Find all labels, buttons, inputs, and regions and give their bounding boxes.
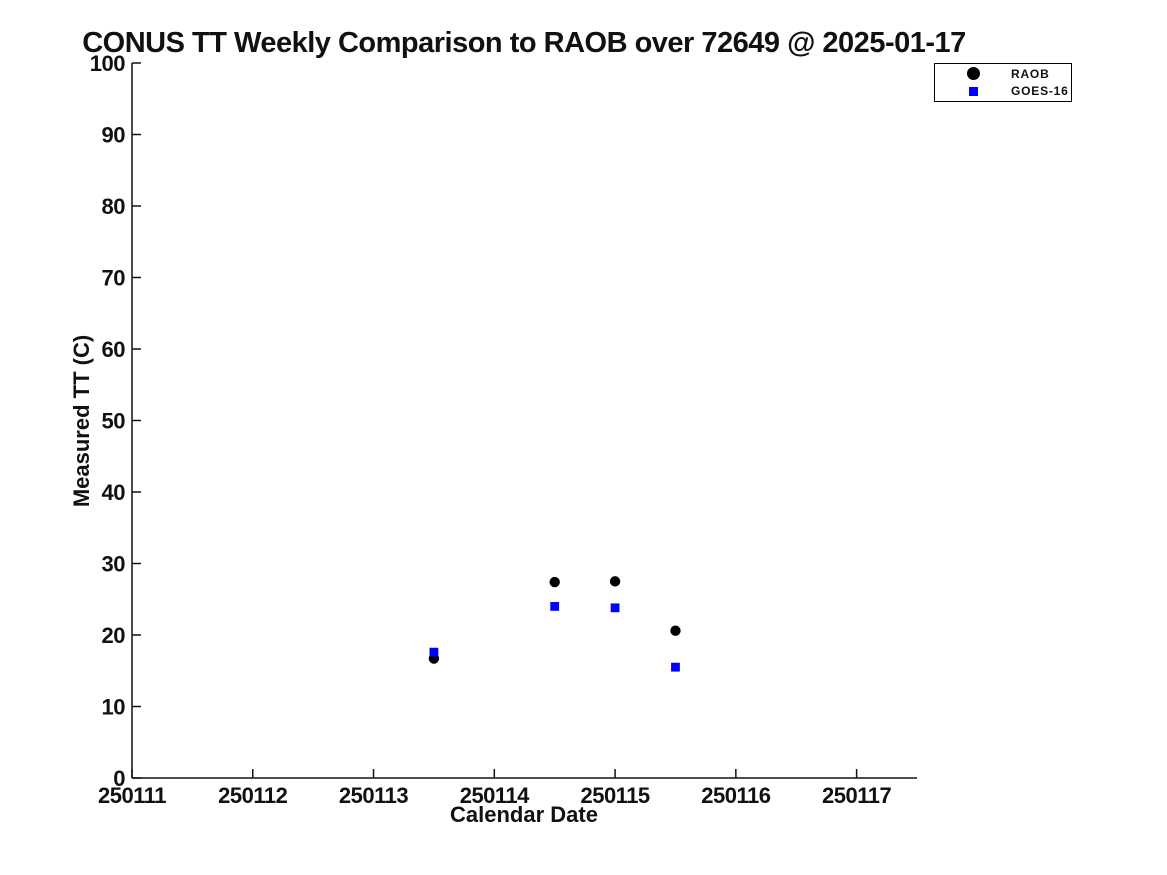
y-axis-label: Measured TT (C) xyxy=(69,334,94,508)
legend-entry-raob: RAOB xyxy=(935,66,1071,82)
legend-marker-cell xyxy=(935,86,1011,96)
raob-data-point xyxy=(609,576,621,587)
y-tick-label: 40 xyxy=(102,480,126,505)
y-tick-label: 90 xyxy=(102,123,126,148)
goes-16-data-point xyxy=(429,647,439,657)
raob-circle-marker-icon xyxy=(966,67,980,81)
y-tick-label: 30 xyxy=(102,552,126,577)
x-tick-label: 250117 xyxy=(822,783,891,808)
raob-data-point xyxy=(670,625,681,636)
goes-16-data-point xyxy=(610,603,620,613)
y-tick-label: 0 xyxy=(113,766,125,791)
legend-label-raob: RAOB xyxy=(1011,66,1050,81)
x-tick-label: 250115 xyxy=(580,783,649,808)
y-tick-label: 50 xyxy=(102,409,126,434)
raob-data-point xyxy=(549,576,560,588)
goes-16-data-point xyxy=(671,662,680,672)
chart-title: CONUS TT Weekly Comparison to RAOB over … xyxy=(82,27,966,59)
x-tick-label: 250113 xyxy=(339,783,408,808)
y-tick-label: 80 xyxy=(102,194,126,219)
y-tick-label: 10 xyxy=(102,695,126,720)
goes-16-data-point xyxy=(550,602,560,611)
x-tick-label: 250116 xyxy=(701,783,770,808)
y-tick-label: 100 xyxy=(90,51,125,76)
legend-marker-cell xyxy=(935,67,1011,81)
legend-entry-goes16: GOES-16 xyxy=(935,83,1071,99)
y-tick-label: 70 xyxy=(102,266,126,291)
goes16-square-marker-icon xyxy=(968,86,978,96)
x-tick-label: 250112 xyxy=(218,783,287,808)
x-tick-label: 250111 xyxy=(98,783,166,808)
x-tick-label: 250114 xyxy=(460,783,530,808)
legend: RAOB GOES-16 xyxy=(934,63,1072,102)
legend-label-goes16: GOES-16 xyxy=(1011,84,1069,99)
y-tick-label: 20 xyxy=(102,623,126,648)
y-tick-label: 60 xyxy=(102,337,126,362)
x-axis-label: Calendar Date xyxy=(450,802,598,827)
